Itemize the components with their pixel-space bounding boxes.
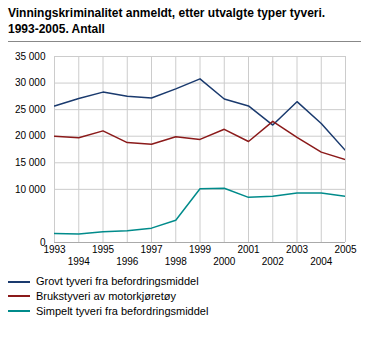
svg-text:1995: 1995 <box>92 244 115 255</box>
svg-text:2000: 2000 <box>213 256 236 267</box>
svg-text:1996: 1996 <box>116 256 139 267</box>
html-text:Grovt tyveri fra befordringsmi: Grovt tyveri fra befordringsmiddel <box>36 275 199 288</box>
svg-text:35 000: 35 000 <box>15 51 46 62</box>
html-text:Simpelt tyveri fra befordrings: Simpelt tyveri fra befordringsmiddel <box>36 304 209 317</box>
svg-text:0: 0 <box>39 236 46 248</box>
svg-text:25 000: 25 000 <box>15 104 46 115</box>
svg-text:30 000: 30 000 <box>15 77 46 88</box>
svg-text:2003: 2003 <box>286 244 309 255</box>
svg-text:2001: 2001 <box>237 244 260 255</box>
svg-text:1994: 1994 <box>68 256 91 267</box>
svg-text:2004: 2004 <box>310 256 333 267</box>
svg-text:2002: 2002 <box>262 256 285 267</box>
svg-text:1997: 1997 <box>140 244 163 255</box>
svg-text:1993: 1993 <box>43 244 66 255</box>
svg-text:20 000: 20 000 <box>15 131 46 142</box>
html-text:Brukstyveri av motorkjøretøy: Brukstyveri av motorkjøretøy <box>36 290 176 302</box>
html-text:Vinningskriminalitet anmeldt,: Vinningskriminalitet anmeldt, etter utva… <box>8 6 326 36</box>
svg-text:15 000: 15 000 <box>15 157 46 168</box>
svg-text:2005: 2005 <box>334 244 357 255</box>
svg-text:1999: 1999 <box>189 244 212 255</box>
svg-text:10 000: 10 000 <box>15 184 46 195</box>
svg-text:1998: 1998 <box>165 256 188 267</box>
